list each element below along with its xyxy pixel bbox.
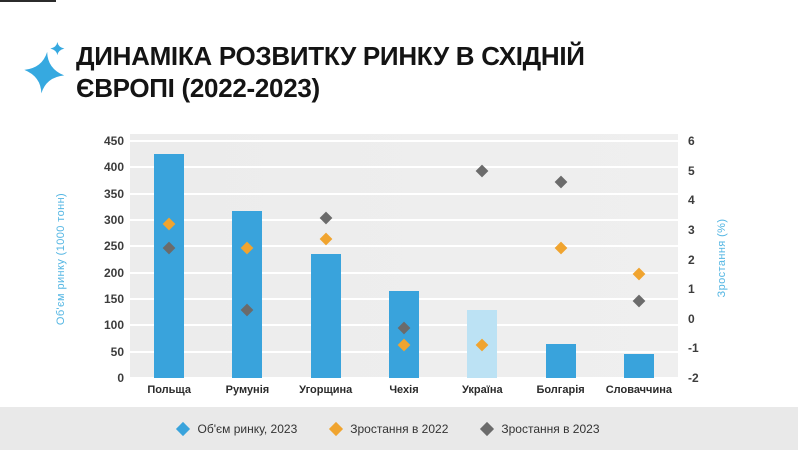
left-axis-tick-label: 150: [103, 292, 124, 306]
left-axis-tick-label: 450: [103, 134, 124, 148]
gridline: [130, 192, 678, 195]
volume-bar-Чехія: [389, 291, 419, 378]
slide-title-line-1: ДИНАМІКА РОЗВИТКУ РИНКУ В СХІДНІЙ: [76, 41, 585, 71]
legend-strip: Об'єм ринку, 2023 Зростання в 2022 Зростан…: [0, 407, 798, 450]
sparkle-icon: [24, 42, 65, 94]
chart-legend: Об'єм ринку, 2023 Зростання в 2022 Зростан…: [176, 421, 600, 436]
left-axis-tick-label: 50: [110, 344, 124, 359]
legend-item: Зростання в 2023: [480, 421, 600, 436]
right-axis-title: Зростання (%): [716, 218, 728, 298]
gridline: [130, 377, 678, 379]
right-axis-tick-label: 1: [688, 282, 695, 297]
gridline: [130, 245, 678, 248]
right-axis-tick-label: 5: [688, 163, 695, 178]
left-axis-tick-label: 100: [103, 318, 124, 333]
volume-bar-Угорщина: [310, 254, 341, 378]
category-label-Угорщина: Угорщина: [299, 384, 353, 396]
legend-diamond-icon: [329, 421, 344, 436]
top-edge-artifact: [0, 0, 56, 2]
right-axis-tick-label: -1: [688, 341, 699, 356]
left-axis-title: Об'єм ринку (1000 тонн): [55, 192, 67, 326]
gridline: [130, 140, 678, 142]
right-axis-tick-label: 6: [688, 134, 695, 148]
left-axis-tick-label: 200: [103, 265, 124, 280]
left-axis-tick-label: 300: [103, 213, 124, 227]
legend-diamond-icon: [176, 421, 191, 436]
legend-diamond-icon: [480, 421, 495, 436]
right-axis-tick-label: 0: [688, 311, 695, 326]
category-label-Болгарія: Болгарія: [536, 384, 585, 396]
legend-item: Зростання в 2022: [329, 421, 449, 436]
category-label-Україна: Україна: [461, 384, 503, 396]
volume-bar-Словаччина: [623, 354, 654, 378]
legend-label: Зростання в 2022: [350, 421, 449, 436]
gridline: [130, 166, 678, 169]
legend-label: Об'єм ринку, 2023: [197, 421, 298, 436]
gridline: [130, 219, 678, 221]
category-label-Польща: Польща: [147, 384, 191, 396]
right-axis-tick-label: 2: [688, 252, 695, 267]
gridline: [130, 271, 678, 274]
right-axis-tick-label: -2: [688, 371, 699, 385]
legend-label: Зростання в 2023: [501, 421, 600, 436]
left-axis-tick-label: 0: [117, 371, 124, 385]
slide-header: ДИНАМІКА РОЗВИТКУ РИНКУ В СХІДНІЙ ЄВРОПІ …: [24, 40, 736, 104]
category-label-Словаччина: Словаччина: [605, 384, 672, 396]
category-label-Румунія: Румунія: [225, 384, 270, 396]
legend-item: Об'єм ринку, 2023: [176, 421, 298, 436]
left-axis-tick-label: 350: [103, 186, 124, 201]
slide-title-line-2: ЄВРОПІ (2022-2023): [76, 73, 320, 103]
volume-bar-Румунія: [232, 210, 263, 378]
right-axis-tick-label: 3: [688, 222, 695, 237]
slide-title: ДИНАМІКА РОЗВИТКУ РИНКУ В СХІДНІЙ ЄВРОПІ …: [76, 40, 736, 104]
volume-bar-Болгарія: [545, 343, 576, 378]
right-axis-tick-label: 4: [688, 193, 695, 208]
category-label-Чехія: Чехія: [389, 384, 419, 396]
volume-bar-Польща: [154, 154, 185, 378]
left-axis-tick-label: 250: [103, 239, 124, 254]
left-axis-tick-label: 400: [103, 160, 124, 175]
